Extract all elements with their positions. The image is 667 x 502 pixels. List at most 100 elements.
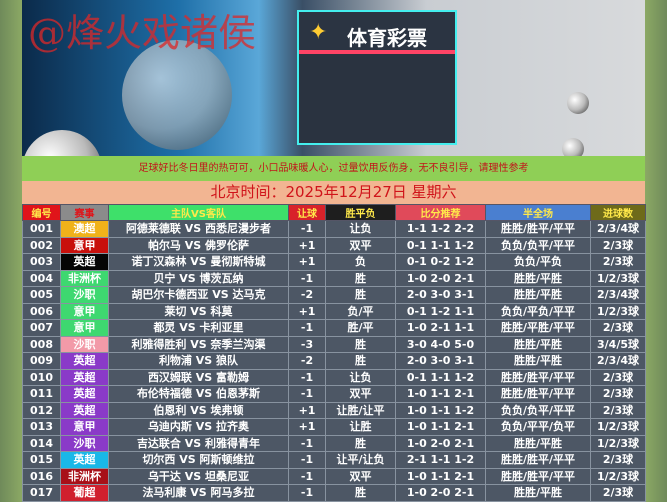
cell-goals: 2/3球 xyxy=(590,385,646,403)
cell-no: 006 xyxy=(22,302,61,320)
cell-league: 葡超 xyxy=(60,484,109,502)
cell-result: 双平 xyxy=(325,467,396,485)
cell-match: 乌迪内斯 VS 拉齐奥 xyxy=(108,418,289,436)
table-row: 002 意甲 帕尔马 VS 佛罗伦萨 +1 双平 0-1 1-1 1-2 负负/负平/平平 2… xyxy=(22,236,646,254)
cell-goals: 2/3球 xyxy=(590,236,646,254)
store-sign: 体育彩票 xyxy=(299,12,455,54)
table-row: 010 英超 西汉姆联 VS 富勒姆 -1 让负 0-1 1-1 1-2 胜胜/胜平/平平 2… xyxy=(22,368,646,386)
cell-scores: 1-0 2-0 2-1 xyxy=(395,484,486,502)
cell-match: 布伦特福德 VS 伯恩茅斯 xyxy=(108,385,289,403)
table-row: 016 非洲杯 乌干达 VS 坦桑尼亚 -1 双平 1-0 1-1 2-1 胜胜/胜平/平平… xyxy=(22,467,646,485)
cell-no: 008 xyxy=(22,335,61,353)
cell-half-full: 胜胜/平胜 xyxy=(485,434,591,452)
table-row: 007 意甲 都灵 VS 卡利亚里 -1 胜/平 1-0 2-1 1-1 胜胜/平胜/平平 2… xyxy=(22,319,646,337)
cell-handicap: -1 xyxy=(288,467,326,485)
cell-goals: 2/3球 xyxy=(590,319,646,337)
cell-handicap: +1 xyxy=(288,302,326,320)
cell-half-full: 胜胜/胜平/平平 xyxy=(485,368,591,386)
cell-result: 双平 xyxy=(325,236,396,254)
lottery-logo-icon: ✦ xyxy=(309,20,328,45)
cell-league: 意甲 xyxy=(60,302,109,320)
cell-no: 014 xyxy=(22,434,61,452)
cell-result: 胜 xyxy=(325,434,396,452)
cell-result: 让负 xyxy=(325,368,396,386)
table-row: 017 葡超 法马利康 VS 阿马多拉 -1 胜 1-0 2-0 2-1 胜胜/平胜 2/3球 xyxy=(22,484,646,502)
match-table: 编号 赛事 主队VS客队 让球 胜平负 比分推荐 半全场 进球数 001 澳超 阿德莱德联 VS … xyxy=(22,204,646,502)
cell-scores: 2-0 3-0 3-1 xyxy=(395,286,486,304)
cell-half-full: 胜胜/平胜 xyxy=(485,286,591,304)
table-row: 003 英超 诺丁汉森林 VS 曼彻斯特城 +1 负 0-1 0-2 1-2 负负/平负 2/… xyxy=(22,253,646,271)
cell-scores: 1-1 1-2 2-2 xyxy=(395,220,486,238)
column-header-goals: 进球数 xyxy=(590,204,646,221)
football-icon xyxy=(22,130,102,156)
cell-handicap: -2 xyxy=(288,352,326,370)
cell-match: 胡巴尔卡德西亚 VS 达马克 xyxy=(108,286,289,304)
cell-no: 003 xyxy=(22,253,61,271)
cell-goals: 1/2/3球 xyxy=(590,418,646,436)
cell-scores: 1-0 1-1 2-1 xyxy=(395,418,486,436)
cell-no: 012 xyxy=(22,401,61,419)
cell-half-full: 负负/平平/负平 xyxy=(485,418,591,436)
table-row: 015 英超 切尔西 VS 阿斯顿维拉 -1 让平/让负 2-1 1-1 1-2 胜胜/胜平… xyxy=(22,451,646,469)
cell-half-full: 胜胜/平胜 xyxy=(485,269,591,287)
column-header-league: 赛事 xyxy=(60,204,109,221)
cell-no: 004 xyxy=(22,269,61,287)
cell-scores: 2-1 1-1 1-2 xyxy=(395,451,486,469)
cell-handicap: -1 xyxy=(288,319,326,337)
cell-match: 利物浦 VS 狼队 xyxy=(108,352,289,370)
cell-match: 伯恩利 VS 埃弗顿 xyxy=(108,401,289,419)
cell-match: 阿德莱德联 VS 西悉尼漫步者 xyxy=(108,220,289,238)
cell-goals: 1/2/3球 xyxy=(590,434,646,452)
table-row: 008 沙职 利雅得胜利 VS 奈季兰沟渠 -3 胜 3-0 4-0 5-0 胜胜/平胜 3/… xyxy=(22,335,646,353)
column-header-match: 主队VS客队 xyxy=(108,204,289,221)
cell-goals: 1/2/3球 xyxy=(590,302,646,320)
cell-league: 澳超 xyxy=(60,220,109,238)
cell-match: 乌干达 VS 坦桑尼亚 xyxy=(108,467,289,485)
cell-scores: 1-0 1-1 2-1 xyxy=(395,385,486,403)
cell-handicap: -1 xyxy=(288,385,326,403)
cell-match: 诺丁汉森林 VS 曼彻斯特城 xyxy=(108,253,289,271)
cell-scores: 1-0 2-1 1-1 xyxy=(395,319,486,337)
cell-league: 英超 xyxy=(60,253,109,271)
table-row: 001 澳超 阿德莱德联 VS 西悉尼漫步者 -1 让负 1-1 1-2 2-2 胜胜/胜平… xyxy=(22,220,646,238)
cell-handicap: -1 xyxy=(288,269,326,287)
cell-no: 015 xyxy=(22,451,61,469)
football-icon xyxy=(567,92,589,114)
cell-goals: 3/4/5球 xyxy=(590,335,646,353)
cell-handicap: -1 xyxy=(288,434,326,452)
column-header-result: 胜平负 xyxy=(325,204,396,221)
cell-scores: 1-0 2-0 2-1 xyxy=(395,269,486,287)
table-header: 编号 赛事 主队VS客队 让球 胜平负 比分推荐 半全场 进球数 xyxy=(22,204,646,221)
cell-no: 011 xyxy=(22,385,61,403)
cell-scores: 1-0 1-1 1-2 xyxy=(395,401,486,419)
table-row: 013 意甲 乌迪内斯 VS 拉齐奥 +1 让胜 1-0 1-1 2-1 负负/平平/负平 1… xyxy=(22,418,646,436)
cell-no: 002 xyxy=(22,236,61,254)
cell-match: 莱切 VS 科莫 xyxy=(108,302,289,320)
cell-league: 非洲杯 xyxy=(60,269,109,287)
cell-goals: 2/3/4球 xyxy=(590,286,646,304)
cell-scores: 2-0 3-0 3-1 xyxy=(395,352,486,370)
table-row: 004 非洲杯 贝宁 VS 博茨瓦纳 -1 胜 1-0 2-0 2-1 胜胜/平胜 1/2/3… xyxy=(22,269,646,287)
cell-league: 意甲 xyxy=(60,418,109,436)
cell-league: 英超 xyxy=(60,352,109,370)
cell-result: 负/平 xyxy=(325,302,396,320)
watermark: @烽火戏诸侯 xyxy=(28,11,257,55)
cell-league: 沙职 xyxy=(60,335,109,353)
cell-result: 胜 xyxy=(325,269,396,287)
cell-no: 009 xyxy=(22,352,61,370)
cell-result: 负 xyxy=(325,253,396,271)
cell-no: 007 xyxy=(22,319,61,337)
cell-half-full: 负负/平负/平平 xyxy=(485,302,591,320)
date-bar: 北京时间：2025年12月27日 星期六 xyxy=(22,181,645,204)
cell-result: 让平/让负 xyxy=(325,451,396,469)
cell-scores: 1-0 2-0 2-1 xyxy=(395,434,486,452)
cell-goals: 2/3球 xyxy=(590,484,646,502)
cell-league: 非洲杯 xyxy=(60,467,109,485)
cell-half-full: 负负/负平/平平 xyxy=(485,236,591,254)
cell-handicap: +1 xyxy=(288,401,326,419)
cell-scores: 0-1 1-2 1-1 xyxy=(395,302,486,320)
table-row: 006 意甲 莱切 VS 科莫 +1 负/平 0-1 1-2 1-1 负负/平负/平平 1/2… xyxy=(22,302,646,320)
cell-match: 西汉姆联 VS 富勒姆 xyxy=(108,368,289,386)
cell-goals: 1/2/3球 xyxy=(590,269,646,287)
cell-scores: 1-0 1-1 2-1 xyxy=(395,467,486,485)
